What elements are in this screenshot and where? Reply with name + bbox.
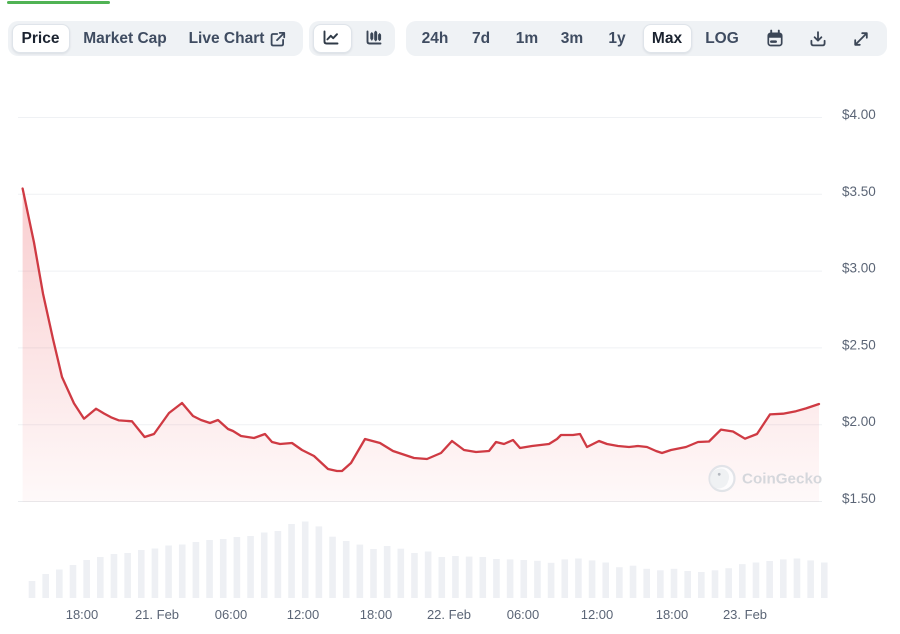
svg-text:$3.50: $3.50 bbox=[842, 184, 876, 199]
svg-text:$2.50: $2.50 bbox=[842, 337, 876, 352]
svg-text:$3.00: $3.00 bbox=[842, 261, 876, 276]
svg-text:12:00: 12:00 bbox=[287, 607, 320, 622]
svg-text:$1.50: $1.50 bbox=[842, 491, 876, 506]
svg-text:22. Feb: 22. Feb bbox=[427, 607, 471, 622]
svg-text:06:00: 06:00 bbox=[215, 607, 248, 622]
svg-text:CoinGecko: CoinGecko bbox=[742, 471, 822, 488]
svg-text:12:00: 12:00 bbox=[581, 607, 614, 622]
svg-text:06:00: 06:00 bbox=[507, 607, 540, 622]
svg-text:$4.00: $4.00 bbox=[842, 107, 876, 122]
svg-text:18:00: 18:00 bbox=[360, 607, 393, 622]
svg-text:18:00: 18:00 bbox=[656, 607, 689, 622]
svg-text:23. Feb: 23. Feb bbox=[723, 607, 767, 622]
svg-text:$2.00: $2.00 bbox=[842, 414, 876, 429]
svg-text:21. Feb: 21. Feb bbox=[135, 607, 179, 622]
svg-text:18:00: 18:00 bbox=[66, 607, 99, 622]
